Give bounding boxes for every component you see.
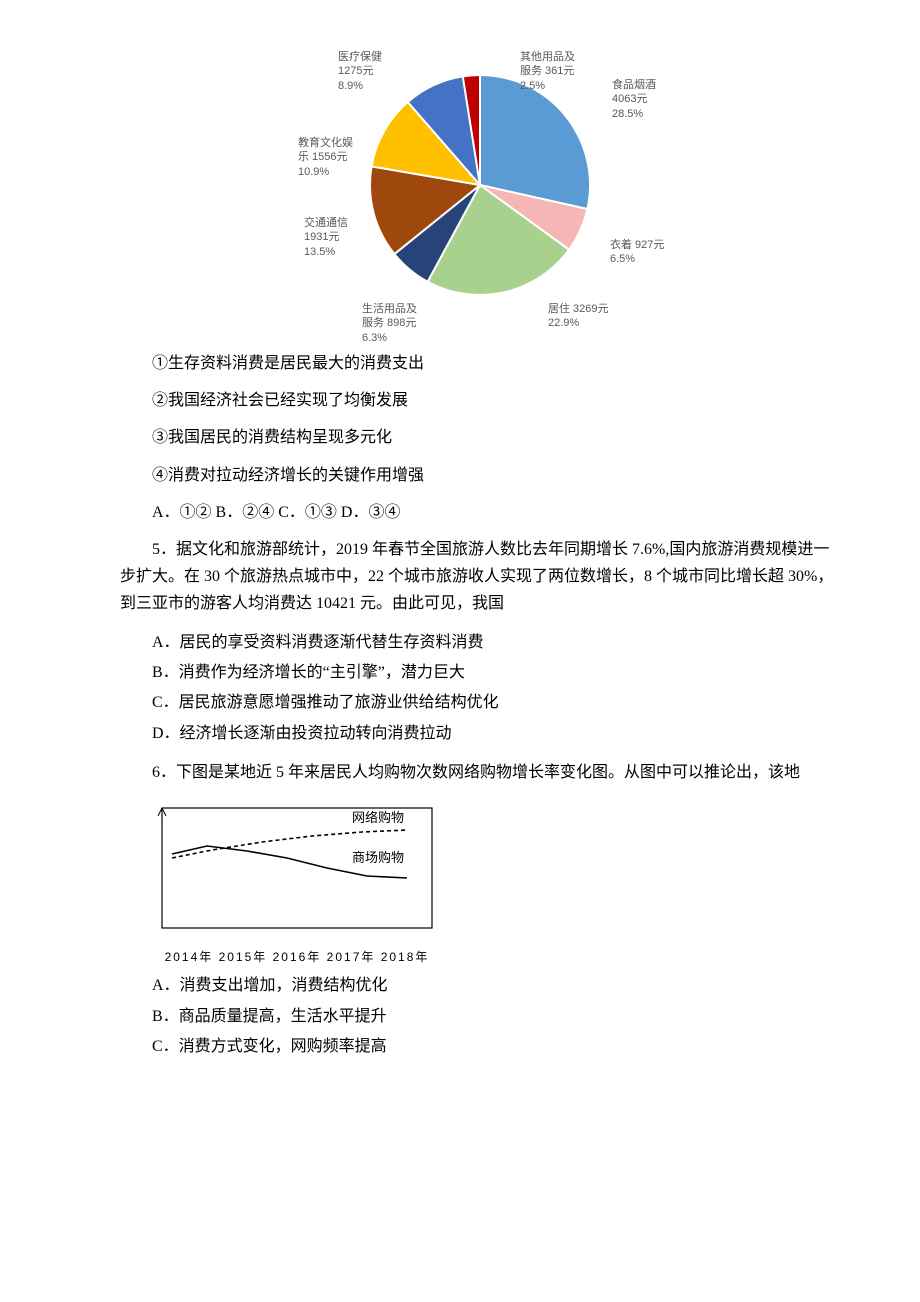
q6-option-a: A．消费支出增加，消费结构优化 bbox=[120, 971, 840, 1001]
pie-label-other: 其他用品及服务 361元2.5% bbox=[520, 50, 575, 93]
q5-option-d: D．经济增长逐渐由投资拉动转向消费拉动 bbox=[120, 719, 840, 749]
q6-option-b: B．商品质量提高，生活水平提升 bbox=[120, 1002, 840, 1032]
series-label-网络购物: 网络购物 bbox=[352, 810, 404, 825]
pie-label-daily: 生活用品及服务 898元6.3% bbox=[362, 302, 417, 345]
q5-option-b: B．消费作为经济增长的“主引擎”，潜力巨大 bbox=[120, 658, 840, 688]
q5-option-c: C．居民旅游意愿增强推动了旅游业供给结构优化 bbox=[120, 688, 840, 718]
q4-pie-chart: 食品烟酒4063元28.5%衣着 927元6.5%居住 3269元22.9%生活… bbox=[260, 40, 700, 340]
line-chart-xticks: 2014年 2015年 2016年 2017年 2018年 bbox=[152, 948, 442, 965]
line-chart-box bbox=[162, 808, 432, 928]
q4-statement-1: ①生存资料消费是居民最大的消费支出 bbox=[120, 350, 840, 377]
q6-option-c: C．消费方式变化，网购频率提高 bbox=[120, 1032, 840, 1062]
pie-label-food: 食品烟酒4063元28.5% bbox=[612, 78, 656, 121]
q6-line-chart: 网络购物商场购物 2014年 2015年 2016年 2017年 2018年 bbox=[152, 796, 442, 965]
q5-option-a: A．居民的享受资料消费逐渐代替生存资料消费 bbox=[120, 628, 840, 658]
line-svg: 网络购物商场购物 bbox=[152, 796, 442, 946]
pie-label-housing: 居住 3269元22.9% bbox=[548, 302, 609, 331]
q4-statement-3: ③我国居民的消费结构呈现多元化 bbox=[120, 424, 840, 451]
q6-paragraph: 6．下图是某地近 5 年来居民人均购物次数网络购物增长率变化图。从图中可以推论出… bbox=[120, 759, 840, 786]
pie-label-clothes: 衣着 927元6.5% bbox=[610, 238, 664, 267]
q4-options: A．①② B．②④ C．①③ D．③④ bbox=[120, 499, 840, 526]
series-label-商场购物: 商场购物 bbox=[352, 850, 404, 865]
q4-statement-4: ④消费对拉动经济增长的关键作用增强 bbox=[120, 462, 840, 489]
pie-label-transport: 交通通信1931元13.5% bbox=[304, 216, 348, 259]
pie-label-edu: 教育文化娱乐 1556元10.9% bbox=[298, 136, 353, 179]
q4-statement-2: ②我国经济社会已经实现了均衡发展 bbox=[120, 387, 840, 414]
pie-label-medical: 医疗保健1275元8.9% bbox=[338, 50, 382, 93]
q5-paragraph: 5．据文化和旅游部统计，2019 年春节全国旅游人数比去年同期增长 7.6%,国… bbox=[120, 536, 840, 618]
